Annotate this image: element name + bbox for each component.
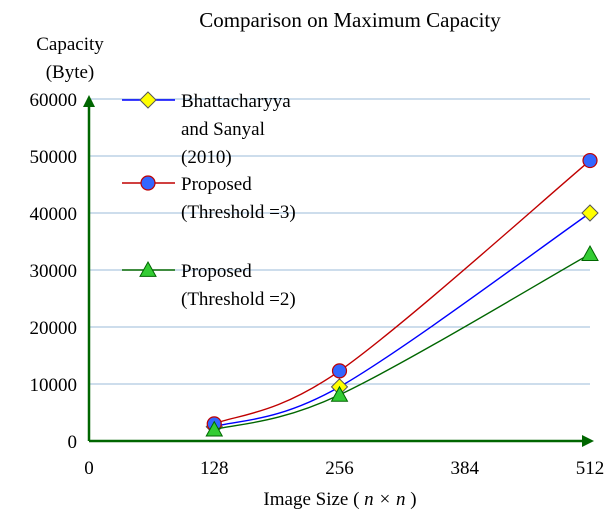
x-axis-label: Image Size ( n × n ) <box>263 489 416 510</box>
chart-title: Comparison on Maximum Capacity <box>199 8 501 32</box>
tick-labels: 0 10000 20000 30000 40000 50000 60000 0 128 256 38… <box>30 90 605 479</box>
y-tick-label-40000: 40000 <box>30 204 78 225</box>
y-tick-label-20000: 20000 <box>30 318 78 339</box>
legend-swatch-marker-2 <box>140 175 156 191</box>
legend-item-2: Proposed (Threshold =3) <box>122 174 296 223</box>
y-axis-label-line1: Capacity <box>36 34 104 55</box>
x-axis-arrowhead <box>582 435 594 447</box>
legend-label-1-line-1: Bhattacharyya <box>181 91 291 112</box>
y-tick-label-30000: 30000 <box>30 261 78 282</box>
legend-item-1: Bhattacharyya and Sanyal (2010) <box>122 91 291 168</box>
series-1 <box>205 204 599 436</box>
grid-lines <box>89 98 590 385</box>
series-3-point-256 <box>330 385 349 402</box>
series-layer <box>205 152 599 437</box>
series-2-line <box>213 160 591 425</box>
series-3-line <box>214 253 591 431</box>
legend-label-3-line-2: (Threshold =2) <box>181 289 296 310</box>
legend-label-2-line-1: Proposed <box>181 174 252 195</box>
series-1-line <box>214 212 591 428</box>
x-tick-label-256: 256 <box>325 458 354 479</box>
x-axis-label-suffix: ) <box>406 489 417 510</box>
axes <box>83 95 594 447</box>
series-2-point-512 <box>582 152 598 169</box>
y-tick-label-0: 0 <box>68 432 78 453</box>
x-axis-label-math: n × n <box>364 489 405 510</box>
legend: Bhattacharyya and Sanyal (2010) Proposed (Th… <box>122 91 296 310</box>
legend-label-1-line-2: and Sanyal <box>181 119 265 140</box>
x-tick-label-0: 0 <box>84 458 94 479</box>
x-axis-label-prefix: Image Size ( <box>263 489 364 510</box>
y-axis-label-line2: (Byte) <box>46 62 95 83</box>
y-tick-label-10000: 10000 <box>30 375 78 396</box>
legend-item-3: Proposed (Threshold =2) <box>122 260 296 310</box>
legend-label-1-line-3: (2010) <box>181 147 232 168</box>
y-axis-arrowhead <box>83 95 95 107</box>
series-3-point-128 <box>205 420 224 437</box>
x-tick-label-512: 512 <box>576 458 605 479</box>
y-tick-label-60000: 60000 <box>30 90 78 111</box>
x-tick-label-384: 384 <box>451 458 480 479</box>
series-3-point-512 <box>581 245 599 261</box>
series-3 <box>205 245 599 437</box>
legend-swatch-marker-1 <box>139 91 157 109</box>
legend-label-2-line-2: (Threshold =3) <box>181 202 296 223</box>
y-tick-label-50000: 50000 <box>30 147 78 168</box>
legend-swatch-marker-3 <box>139 260 157 277</box>
x-tick-label-128: 128 <box>200 458 229 479</box>
legend-label-3-line-1: Proposed <box>181 261 252 282</box>
series-1-point-512 <box>581 204 599 222</box>
series-2-point-256 <box>331 363 348 379</box>
